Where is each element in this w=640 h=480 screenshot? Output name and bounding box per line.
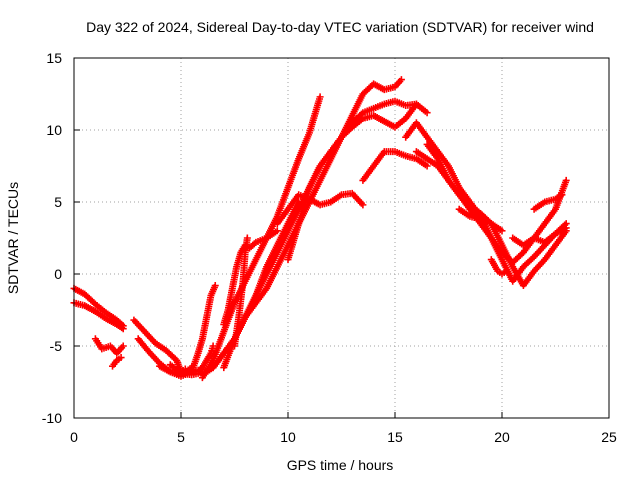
x-tick-label: 5 [177,429,185,445]
series-pass-18 [359,148,431,184]
data-point-marker [498,227,506,235]
x-axis-label: GPS time / hours [287,457,394,473]
data-point-marker [211,282,219,290]
x-tick-label: 20 [494,429,510,445]
data-point-marker [423,109,431,117]
y-tick-label: -10 [42,410,62,426]
series-pass-13 [220,97,431,372]
y-tick-label: 10 [46,122,62,138]
data-point-marker [359,201,367,209]
x-tick-label: 10 [280,429,296,445]
series-pass-16 [273,189,367,228]
series-pass-21 [423,140,570,290]
y-axis: -10 -5 0 5 10 15 SDTVAR / TECUs [5,50,80,426]
series-pass-25 [530,191,566,213]
data-point-marker [243,234,251,242]
data-point-marker [273,227,281,235]
series-pass-5 [130,316,189,376]
series-pass-4 [109,354,125,370]
grid-lines [74,58,609,418]
x-tick-label: 25 [601,429,617,445]
data-point-marker [119,342,127,350]
x-axis: 0 5 10 15 20 25 GPS time / hours [70,412,617,473]
data-point-marker [412,100,420,108]
data-markers [70,76,570,382]
series-pass-3 [91,335,127,357]
series-pass-17 [284,100,420,264]
data-point-marker [502,267,510,275]
data-point-marker [562,224,570,232]
x-tick-label: 15 [387,429,403,445]
data-point-marker [397,76,405,84]
y-tick-label: -5 [50,338,63,354]
y-tick-label: 5 [54,194,62,210]
data-point-marker [562,176,570,184]
y-tick-label: 0 [54,266,62,282]
plot-frame [73,57,610,419]
series-pass-10 [198,93,324,382]
data-point-marker [119,325,127,333]
chart-title: Day 322 of 2024, Sidereal Day-to-day VTE… [86,19,594,35]
data-point-marker [117,354,125,362]
data-point-marker [558,191,566,199]
data-point-marker [316,93,324,101]
series-pass-22 [455,205,506,235]
series-pass-24 [509,224,570,249]
series-pass-15 [231,234,251,350]
y-axis-label: SDTVAR / TECUs [5,182,21,294]
series-pass-14 [220,227,281,328]
data-point-marker [423,162,431,170]
series-pass-9 [188,282,219,376]
y-tick-label: 15 [46,50,62,66]
series-pass-2 [70,299,127,333]
x-tick-label: 0 [70,429,78,445]
series-pass-23 [487,256,510,278]
